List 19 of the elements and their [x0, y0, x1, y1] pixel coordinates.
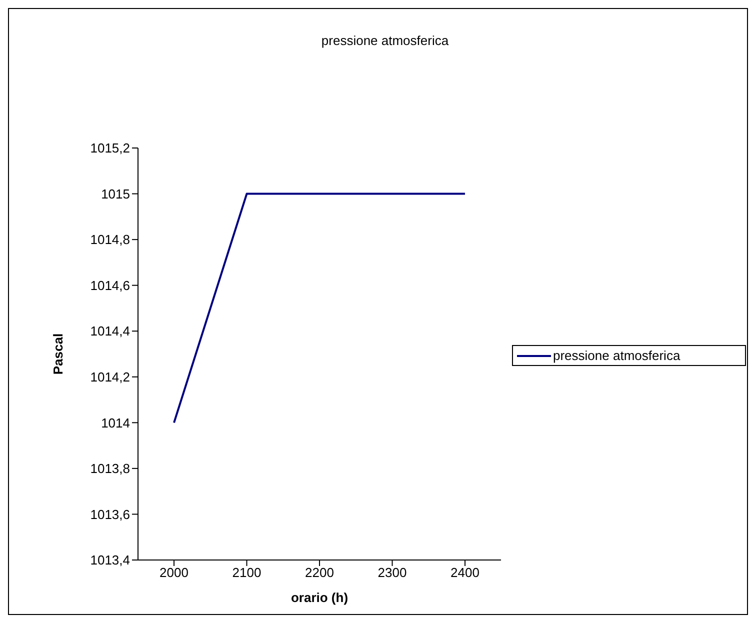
x-tick-label: 2300: [378, 565, 407, 580]
y-tick-label: 1013,4: [90, 552, 130, 568]
x-tick-label: 2400: [450, 565, 480, 580]
x-tick-label: 2100: [232, 565, 262, 580]
x-tick-label: 2200: [305, 565, 334, 580]
y-tick-label: 1014,4: [90, 324, 130, 339]
y-tick-label: 1013,6: [90, 506, 130, 522]
chart-title: pressione atmosferica: [321, 33, 449, 48]
y-tick-label: 1013,8: [90, 461, 130, 476]
legend-label: pressione atmosferica: [553, 348, 680, 363]
y-tick-label: 1014: [101, 415, 130, 430]
y-tick-label: 1015,2: [90, 140, 130, 156]
y-tick-label: 1014,8: [90, 232, 130, 248]
y-tick-label: 1014,2: [90, 370, 130, 385]
y-axis-title: Pascal: [50, 333, 66, 375]
y-tick-label: 1014,6: [90, 278, 130, 293]
x-tick-label: 2000: [160, 565, 188, 580]
x-axis-title: orario (h): [290, 590, 348, 605]
y-tick-label: 1015: [101, 186, 130, 202]
